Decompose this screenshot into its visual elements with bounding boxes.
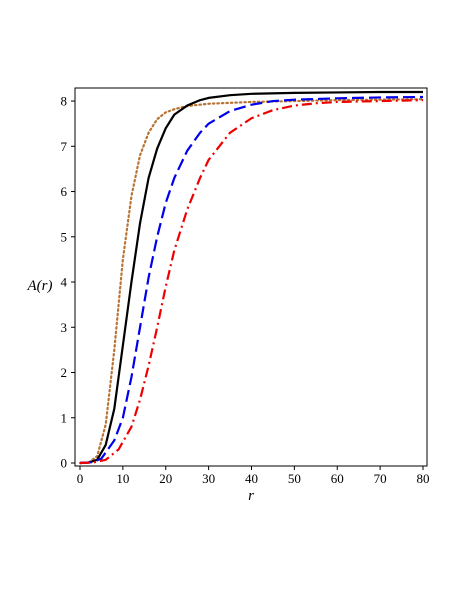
series-group [78, 90, 425, 465]
y-tick-label: 0 [61, 456, 68, 471]
x-tick-label: 10 [116, 471, 129, 486]
x-tick-label: 30 [202, 471, 215, 486]
x-tick-label: 40 [245, 471, 258, 486]
x-tick-label: 70 [374, 471, 387, 486]
y-tick-labels: 0 1 2 3 4 5 6 7 8 [61, 94, 68, 471]
plot-frame [74, 87, 428, 467]
axis-ticks [71, 100, 424, 470]
y-tick-label: 1 [61, 410, 68, 425]
x-tick-label: 60 [331, 471, 344, 486]
series-line-2 [79, 90, 423, 465]
y-tick-label: 6 [61, 184, 68, 199]
series-line-3 [79, 95, 424, 465]
y-tick-label: 2 [61, 365, 68, 380]
y-tick-label: 5 [61, 229, 68, 244]
y-axis-title: A(r) [27, 278, 53, 294]
series-line-1 [78, 98, 425, 465]
y-tick-label: 3 [61, 320, 68, 335]
x-tick-label: 0 [77, 471, 84, 486]
x-tick-label: 50 [288, 471, 301, 486]
x-tick-label: 20 [159, 471, 172, 486]
y-tick-label: 7 [61, 139, 68, 154]
series-line-4 [79, 99, 424, 465]
y-tick-label: 8 [61, 94, 68, 109]
x-tick-labels: 0 10 20 30 40 50 60 70 80 [77, 471, 430, 486]
x-axis-title: r [248, 488, 254, 504]
x-tick-label: 80 [417, 471, 430, 486]
y-tick-label: 4 [61, 275, 68, 290]
